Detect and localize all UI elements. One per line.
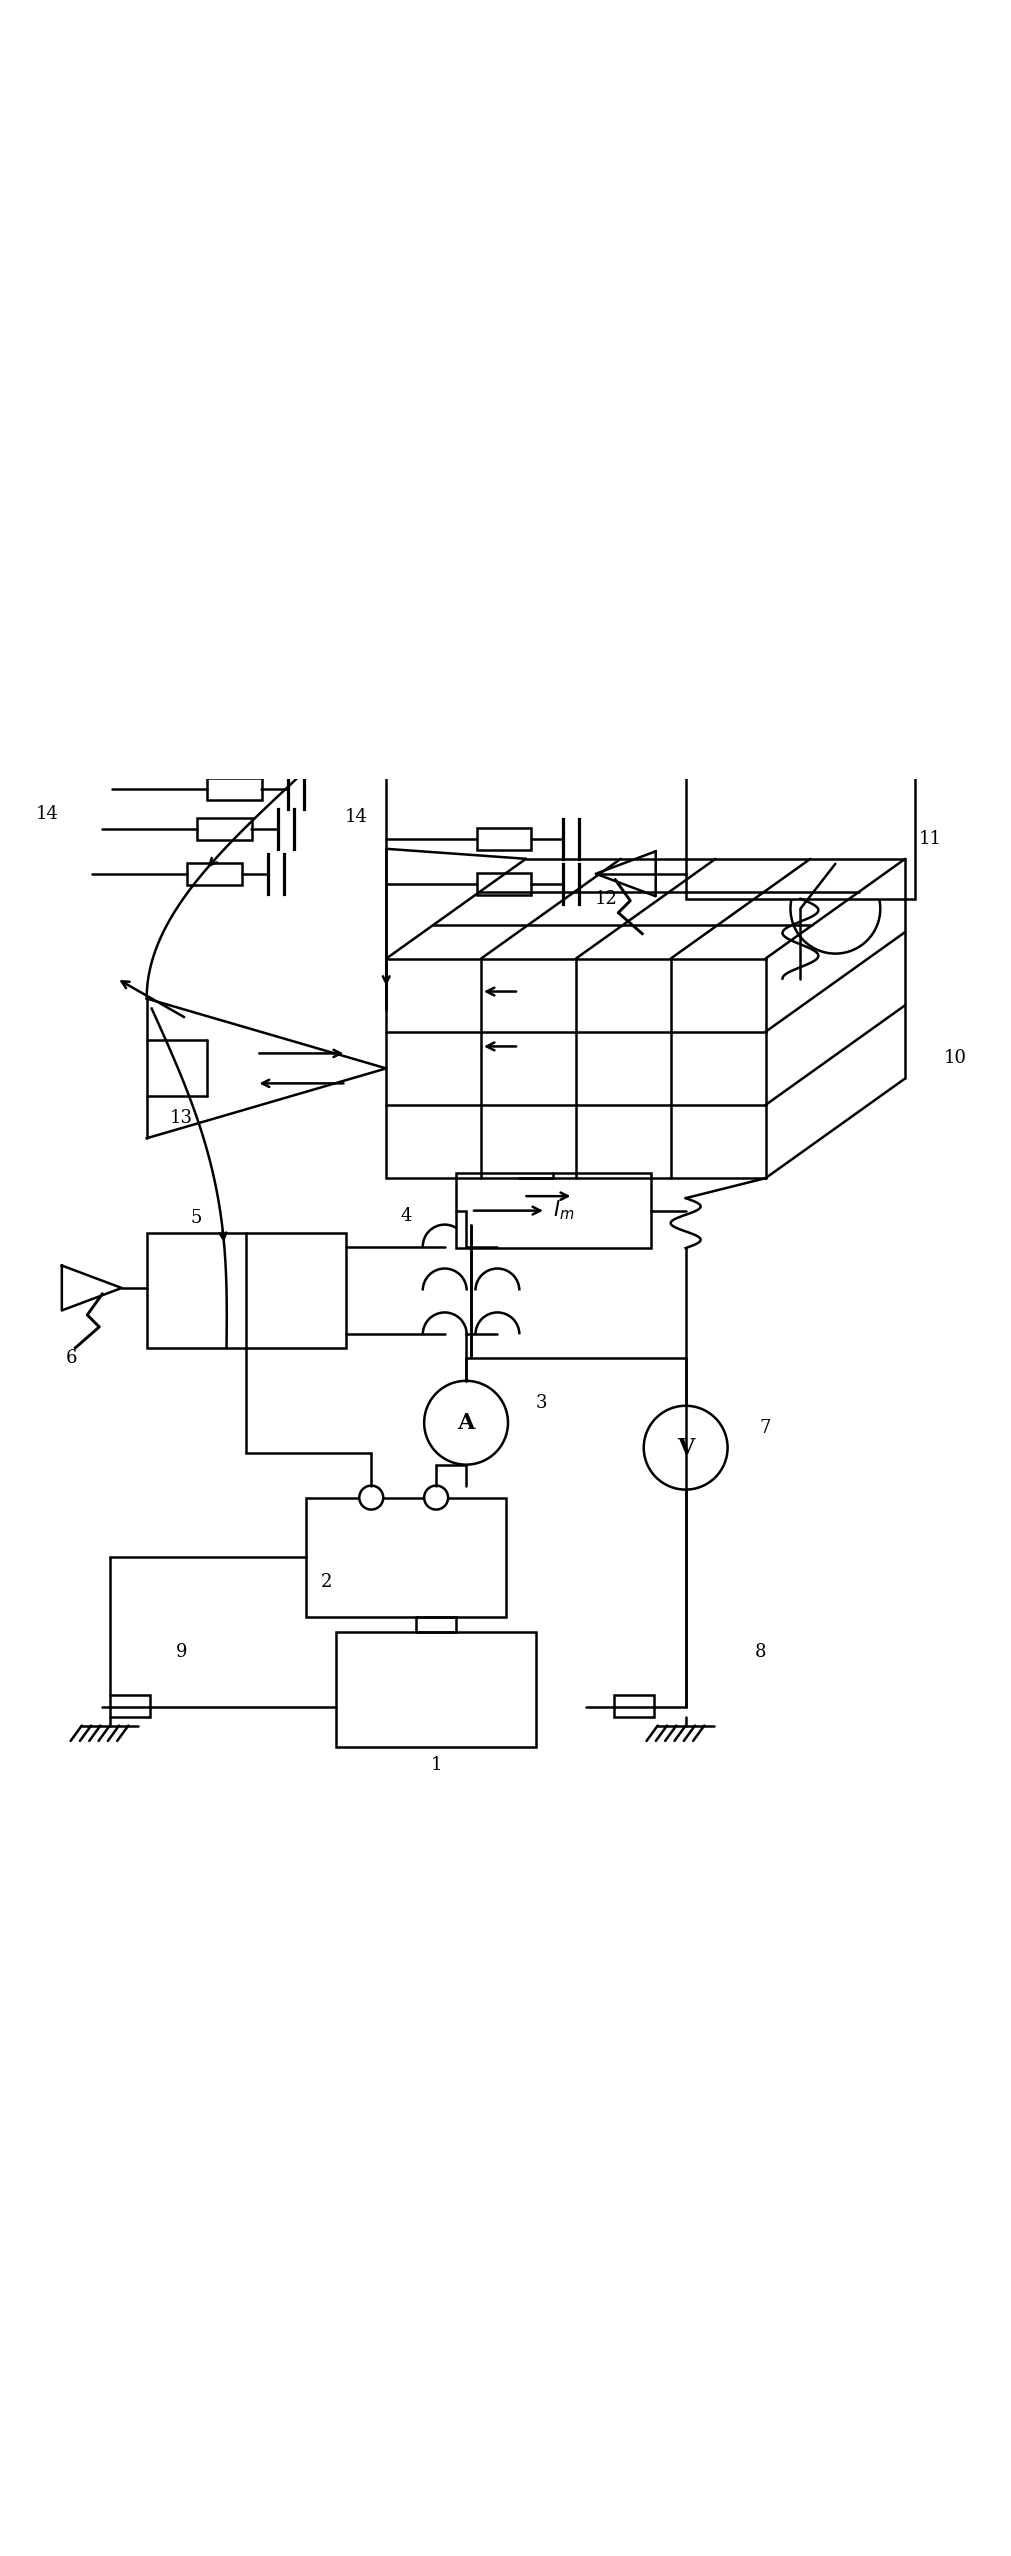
Text: 14: 14 xyxy=(345,808,367,826)
Circle shape xyxy=(424,1485,448,1511)
Text: 5: 5 xyxy=(191,1209,202,1227)
Text: V: V xyxy=(676,1436,694,1459)
Bar xyxy=(685,754,914,900)
Text: 12: 12 xyxy=(593,889,617,907)
Bar xyxy=(476,872,531,895)
Bar xyxy=(197,818,252,841)
Text: 2: 2 xyxy=(320,1574,332,1592)
Bar xyxy=(187,864,242,884)
Text: 8: 8 xyxy=(754,1644,765,1661)
Text: 1: 1 xyxy=(430,1756,442,1774)
Text: 10: 10 xyxy=(942,1051,966,1068)
Circle shape xyxy=(790,864,880,953)
Text: 7: 7 xyxy=(759,1419,770,1436)
Text: $I_m$: $I_m$ xyxy=(552,1199,573,1222)
Circle shape xyxy=(359,1485,383,1511)
Bar xyxy=(476,828,531,849)
Bar xyxy=(147,1232,346,1347)
Circle shape xyxy=(424,1380,508,1465)
Bar xyxy=(109,1695,150,1718)
Text: 11: 11 xyxy=(918,831,941,849)
Text: 6: 6 xyxy=(66,1350,78,1367)
Text: 14: 14 xyxy=(35,805,59,823)
Text: A: A xyxy=(457,1411,474,1434)
Text: 13: 13 xyxy=(170,1109,193,1127)
Text: 9: 9 xyxy=(176,1644,187,1661)
Bar xyxy=(456,1173,650,1247)
Bar xyxy=(336,1633,536,1748)
Text: 3: 3 xyxy=(535,1393,546,1411)
Bar xyxy=(614,1695,653,1718)
Bar xyxy=(306,1498,506,1618)
Bar xyxy=(207,777,262,800)
Text: 4: 4 xyxy=(400,1206,411,1224)
Circle shape xyxy=(643,1406,727,1490)
